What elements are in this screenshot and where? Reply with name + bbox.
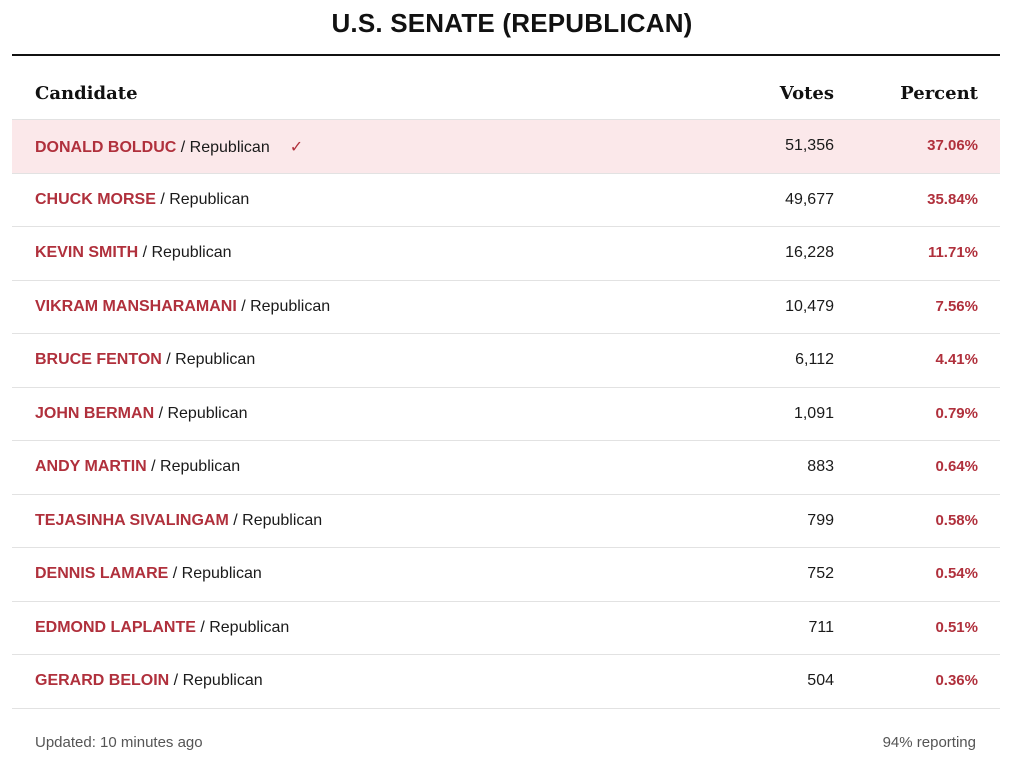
table-footer: Updated: 10 minutes ago 94% reporting	[12, 709, 1000, 769]
candidate-name: EDMOND LAPLANTE	[35, 618, 196, 636]
reporting-status: 94% reporting	[882, 733, 976, 751]
candidate-name: TEJASINHA SIVALINGAM	[35, 511, 229, 529]
candidate-cell: ANDY MARTIN / Republican	[35, 458, 240, 476]
vote-count: 504	[807, 672, 834, 689]
candidate-name: BRUCE FENTON	[35, 351, 162, 368]
column-header-votes: Votes	[779, 83, 834, 104]
table-row: CHUCK MORSE / Republican 49,677 35.84%	[12, 172, 1000, 227]
candidate-party: / Republican	[146, 458, 241, 475]
candidate-name: KEVIN SMITH	[35, 244, 139, 261]
candidate-cell: KEVIN SMITH / Republican	[35, 244, 232, 262]
table-row: EDMOND LAPLANTE / Republican 711 0.51%	[12, 600, 1000, 655]
candidate-cell: CHUCK MORSE / Republican	[35, 191, 249, 209]
candidate-cell: TEJASINHA SIVALINGAM / Republican	[35, 512, 322, 530]
vote-count: 10,479	[785, 297, 834, 315]
candidate-party: / Republican	[176, 139, 270, 156]
vote-percent: 7.56%	[935, 297, 978, 315]
vote-percent: 11.71%	[927, 244, 978, 261]
candidate-cell: GERARD BELOIN / Republican	[35, 672, 263, 690]
vote-count: 51,356	[785, 137, 834, 154]
vote-percent: 0.36%	[935, 672, 978, 689]
vote-count: 49,677	[785, 190, 834, 208]
vote-count: 883	[807, 458, 834, 475]
candidate-name: DONALD BOLDUC	[35, 139, 177, 156]
candidate-name: VIKRAM MANSHARAMANI	[35, 297, 237, 315]
candidate-party: / Republican	[168, 565, 262, 582]
vote-count: 711	[808, 618, 834, 636]
vote-percent: 35.84%	[927, 190, 978, 208]
table-row: KEVIN SMITH / Republican 16,228 11.71%	[12, 226, 1000, 280]
vote-count: 1,091	[793, 404, 834, 422]
vote-percent: 0.79%	[935, 404, 978, 422]
vote-percent: 0.58%	[935, 511, 978, 529]
vote-percent: 0.54%	[935, 565, 978, 582]
vote-count: 16,228	[785, 244, 834, 261]
candidate-party: / Republican	[236, 297, 331, 315]
column-header-candidate: Candidate	[35, 83, 138, 104]
candidate-name: JOHN BERMAN	[35, 404, 155, 422]
candidate-party: / Republican	[228, 511, 323, 529]
table-row: GERARD BELOIN / Republican 504 0.36%	[12, 654, 1000, 708]
footer-divider	[12, 707, 1000, 709]
table-row: ANDY MARTIN / Republican 883 0.64%	[12, 440, 1000, 494]
candidate-cell: VIKRAM MANSHARAMANI / Republican	[35, 298, 330, 316]
vote-count: 6,112	[795, 351, 834, 368]
candidate-party: / Republican	[195, 618, 290, 636]
title-divider	[12, 54, 1000, 56]
table-row: VIKRAM MANSHARAMANI / Republican 10,479 …	[12, 279, 1000, 334]
candidate-cell: DENNIS LAMARE / Republican	[35, 565, 262, 583]
table-row: BRUCE FENTON / Republican 6,112 4.41%	[12, 333, 1000, 387]
table-row: TEJASINHA SIVALINGAM / Republican 799 0.…	[12, 493, 1000, 548]
candidate-party: / Republican	[155, 190, 250, 208]
candidate-party: / Republican	[161, 351, 256, 368]
table-row: DENNIS LAMARE / Republican 752 0.54%	[12, 547, 1000, 601]
vote-percent: 0.51%	[935, 618, 978, 636]
winner-check-icon: ✓	[289, 139, 304, 156]
candidate-cell: DONALD BOLDUC / Republican ✓	[35, 137, 303, 157]
candidate-cell: BRUCE FENTON / Republican	[35, 351, 255, 369]
candidate-name: ANDY MARTIN	[35, 458, 147, 475]
candidate-cell: EDMOND LAPLANTE / Republican	[35, 619, 289, 637]
candidate-party: / Republican	[154, 404, 248, 422]
vote-percent: 4.41%	[935, 351, 978, 368]
candidate-party: / Republican	[169, 672, 263, 689]
candidate-party: / Republican	[138, 244, 232, 261]
updated-timestamp: Updated: 10 minutes ago	[35, 733, 203, 751]
table-row: DONALD BOLDUC / Republican ✓ 51,356 37.06…	[12, 119, 1000, 173]
race-title: U.S. SENATE (REPUBLICAN)	[331, 8, 693, 38]
candidate-name: CHUCK MORSE	[35, 190, 156, 208]
vote-count: 799	[807, 511, 834, 529]
table-header: Candidate Votes Percent	[12, 56, 1000, 119]
vote-count: 752	[807, 565, 834, 582]
candidate-name: DENNIS LAMARE	[35, 565, 169, 582]
vote-percent: 0.64%	[935, 458, 978, 475]
vote-percent: 37.06%	[927, 137, 978, 154]
candidate-cell: JOHN BERMAN / Republican	[35, 405, 248, 423]
candidate-name: GERARD BELOIN	[35, 672, 170, 689]
column-header-percent: Percent	[900, 83, 978, 104]
results-table: Candidate Votes Percent DONALD BOLDUC / …	[12, 56, 1000, 769]
table-row: JOHN BERMAN / Republican 1,091 0.79%	[12, 386, 1000, 441]
